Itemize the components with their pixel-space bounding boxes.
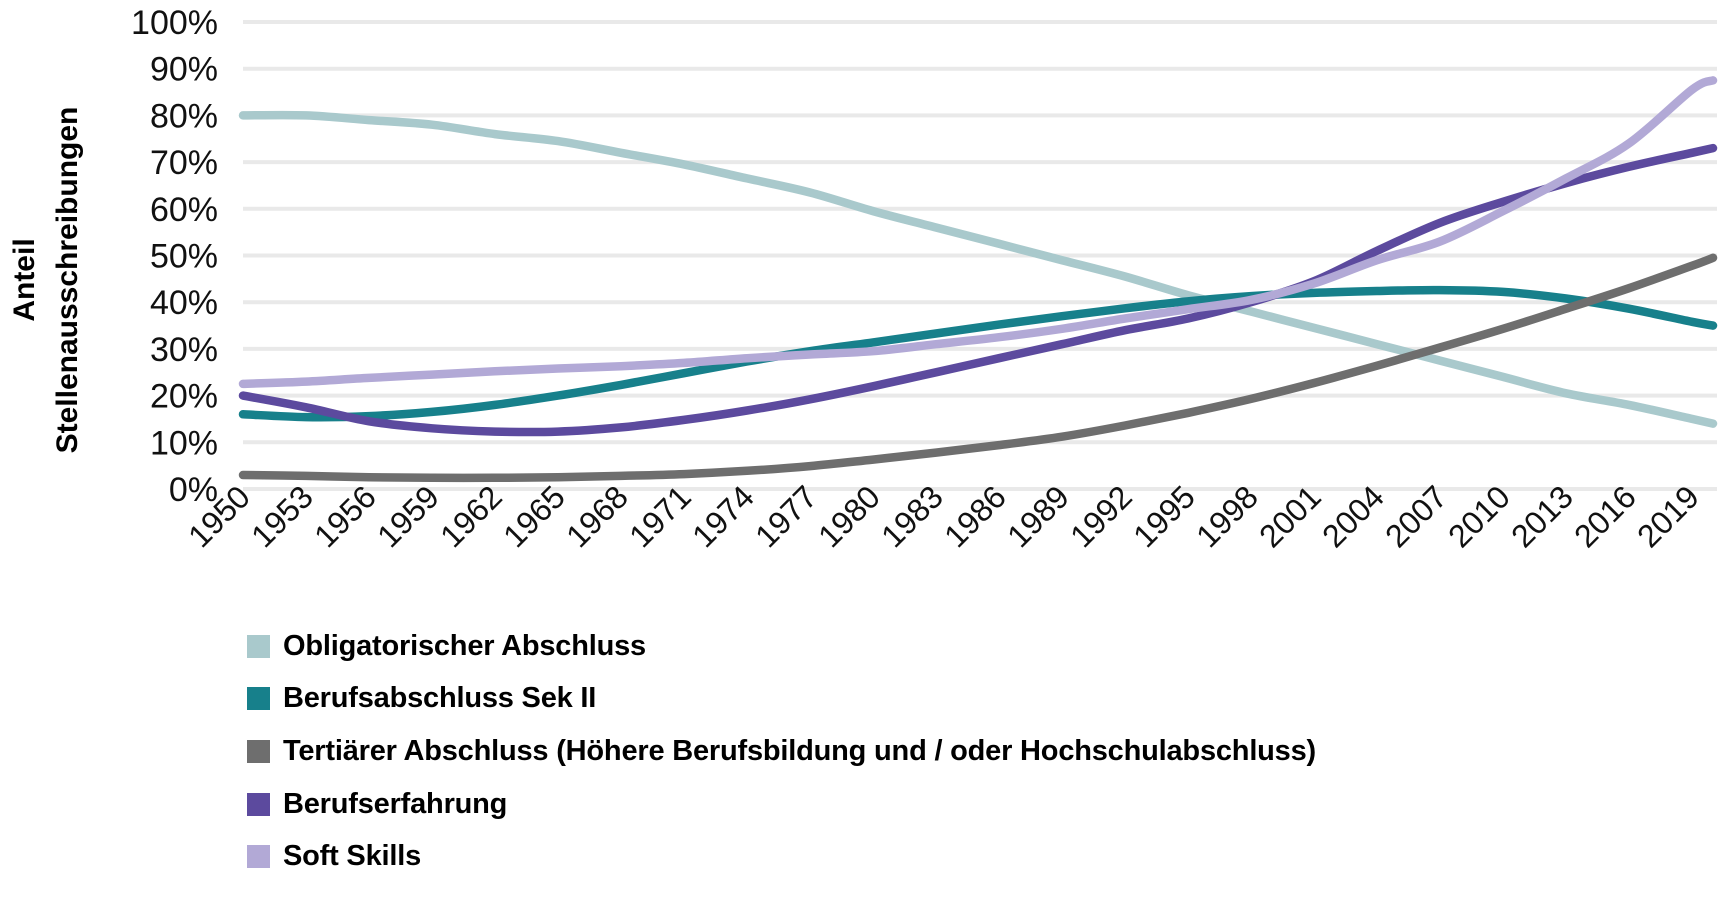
y-tick-labels: 0% 10% 20% 30% 40% 50% 60% 70% 80% 90% 100% xyxy=(131,4,218,509)
y-tick-label: 50% xyxy=(150,238,218,276)
legend-label-terti-rer-abschluss-h-here-berufsbildung: Tertiärer Abschluss (Höhere Berufsbildun… xyxy=(283,734,1316,767)
y-tick-label: 40% xyxy=(150,284,218,322)
legend-swatch-terti-rer-abschluss-h-here-berufsbildung xyxy=(247,739,270,763)
legend-label-berufsabschluss-sek-ii: Berufsabschluss Sek II xyxy=(283,682,597,715)
series-line-obligatorischer-abschluss xyxy=(238,110,1718,428)
gridlines xyxy=(243,20,1717,491)
y-tick-label: 70% xyxy=(150,144,218,182)
legend-item-soft-skills: Soft Skills xyxy=(247,830,1316,883)
y-tick-label: 80% xyxy=(150,97,218,135)
y-tick-label: 90% xyxy=(150,51,218,89)
series-line-berufsabschluss-sek-ii xyxy=(238,285,1718,422)
legend-label-berufserfahrung: Berufserfahrung xyxy=(283,787,508,820)
y-tick-label: 10% xyxy=(150,424,218,462)
series-lines xyxy=(238,76,1718,483)
legend-item-terti-rer-abschluss-h-here-berufsbildung: Tertiärer Abschluss (Höhere Berufsbildun… xyxy=(247,725,1316,778)
legend-swatch-obligatorischer-abschluss xyxy=(247,634,270,658)
y-tick-label: 60% xyxy=(150,191,218,229)
legend-item-berufsabschluss-sek-ii: Berufsabschluss Sek II xyxy=(247,673,1316,726)
y-tick-label: 0% xyxy=(169,471,218,509)
legend: Obligatorischer Abschluss Berufsabschluss… xyxy=(247,620,1316,883)
y-tick-label: 20% xyxy=(150,378,218,416)
y-tick-label: 100% xyxy=(131,4,218,42)
y-tick-label: 30% xyxy=(150,331,218,369)
series-line-berufserfahrung xyxy=(238,143,1718,437)
legend-item-berufserfahrung: Berufserfahrung xyxy=(247,778,1316,831)
legend-swatch-berufsabschluss-sek-ii xyxy=(247,687,270,711)
legend-item-obligatorischer-abschluss: Obligatorischer Abschluss xyxy=(247,620,1316,673)
legend-label-soft-skills: Soft Skills xyxy=(283,840,421,873)
legend-swatch-berufserfahrung xyxy=(247,792,270,816)
series-line-soft-skills xyxy=(238,76,1718,389)
series-line-terti-rer-abschluss-h-here-berufsbildung xyxy=(238,253,1718,483)
legend-swatch-soft-skills xyxy=(247,845,270,869)
legend-label-obligatorischer-abschluss: Obligatorischer Abschluss xyxy=(283,629,646,662)
